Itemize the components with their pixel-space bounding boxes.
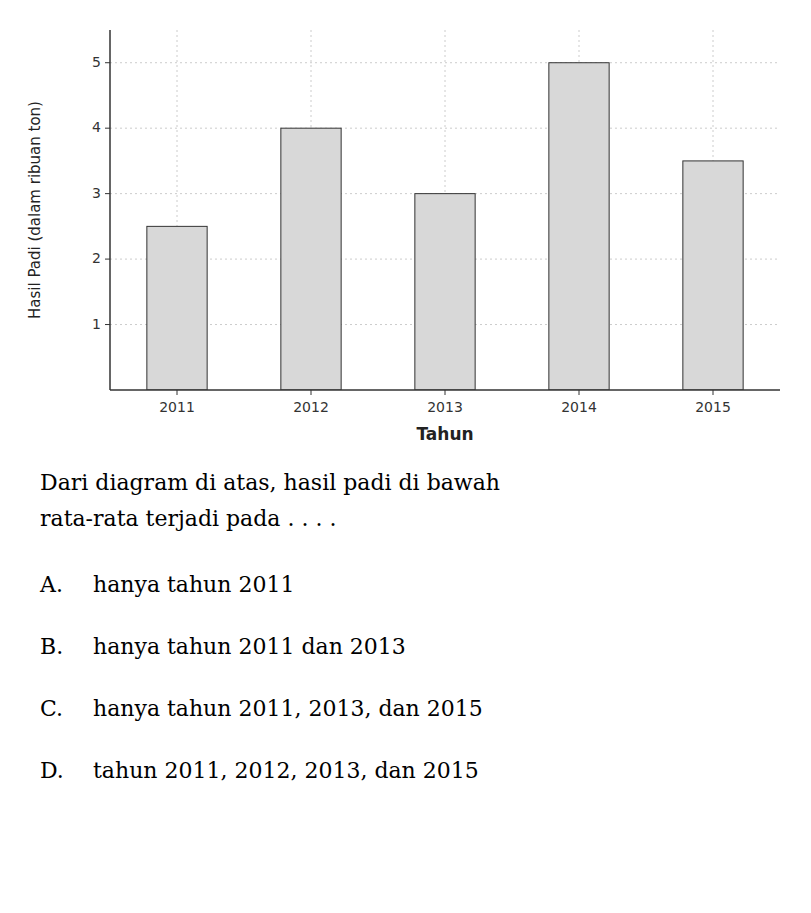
x-tick-label: 2013 xyxy=(427,399,463,415)
x-tick xyxy=(311,390,312,395)
x-tick-label: 2011 xyxy=(159,399,195,415)
option-text: hanya tahun 2011 xyxy=(93,572,294,597)
chart: 1 2 3 4 5 2011 2012 2013 2014 2015 Tahun Hasil Padi… xyxy=(0,0,811,913)
y-tick xyxy=(105,193,110,194)
x-axis-label: Tahun xyxy=(416,424,473,444)
question-line: rata-rata terjadi pada . . . . xyxy=(40,506,336,531)
option-letter: B. xyxy=(40,634,63,659)
grid-line-y xyxy=(110,62,780,63)
option-text: hanya tahun 2011, 2013, dan 2015 xyxy=(93,696,483,721)
x-tick-label: 2014 xyxy=(561,399,597,415)
question-line: Dari diagram di atas, hasil padi di bawa… xyxy=(40,470,500,495)
y-tick xyxy=(105,324,110,325)
y-axis-line xyxy=(109,30,111,390)
y-tick-label: 2 xyxy=(92,250,101,266)
y-tick-label: 3 xyxy=(92,185,101,201)
y-tick xyxy=(105,62,110,63)
question: Dari diagram di atas, hasil padi di bawa… xyxy=(39,470,500,783)
y-tick-label: 1 xyxy=(92,316,101,332)
x-tick xyxy=(445,390,446,395)
x-tick xyxy=(177,390,178,395)
x-tick-label: 2012 xyxy=(293,399,329,415)
y-tick xyxy=(105,128,110,129)
bar xyxy=(549,63,609,390)
y-tick-label: 4 xyxy=(92,119,101,135)
option-text: tahun 2011, 2012, 2013, dan 2015 xyxy=(93,758,479,783)
x-tick xyxy=(713,390,714,395)
option-text: hanya tahun 2011 dan 2013 xyxy=(93,634,406,659)
x-tick xyxy=(579,390,580,395)
bar xyxy=(281,128,341,390)
option-letter: D. xyxy=(40,758,64,783)
grid xyxy=(110,30,780,390)
bar xyxy=(683,161,743,390)
x-tick-label: 2015 xyxy=(695,399,731,415)
y-axis-label: Hasil Padi (dalam ribuan ton) xyxy=(26,101,44,319)
bars xyxy=(147,63,743,390)
axes: 1 2 3 4 5 2011 2012 2013 2014 2015 xyxy=(92,30,780,415)
option-letter: C. xyxy=(40,696,63,721)
grid-line-y xyxy=(110,128,780,129)
bar xyxy=(147,226,207,390)
y-tick-label: 5 xyxy=(92,54,101,70)
y-tick xyxy=(105,259,110,260)
option-letter: A. xyxy=(39,572,63,597)
bar xyxy=(415,194,475,390)
